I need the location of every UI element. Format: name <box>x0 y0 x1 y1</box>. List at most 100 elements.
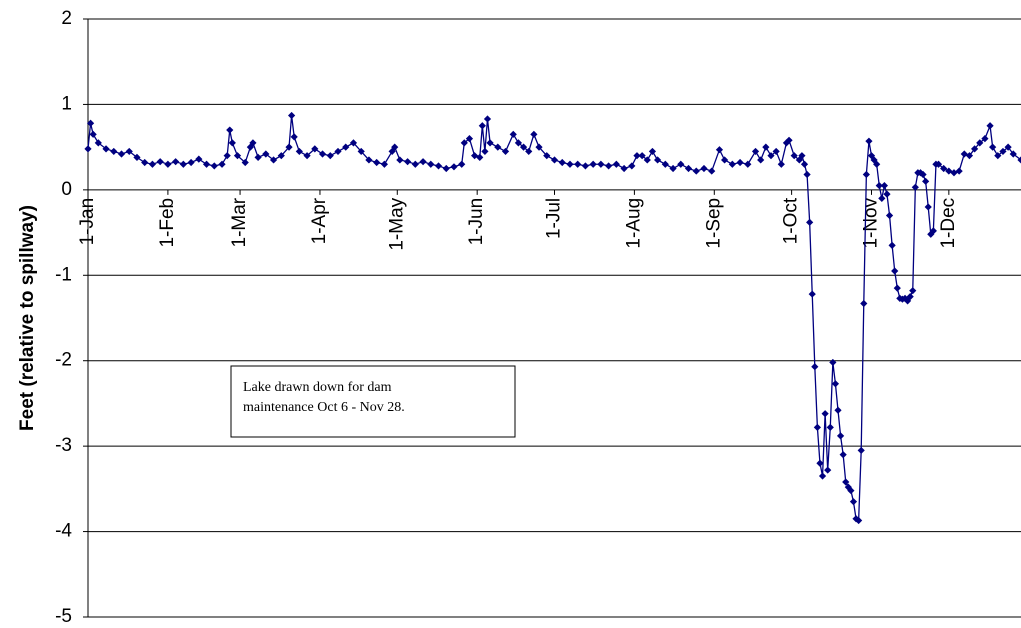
data-point <box>311 145 319 153</box>
data-point <box>839 451 847 459</box>
data-point <box>550 156 559 164</box>
data-point <box>223 152 231 160</box>
data-point <box>728 160 736 168</box>
data-point <box>187 158 195 167</box>
data-point <box>855 516 863 525</box>
data-point <box>677 160 685 168</box>
y-tick-label: -2 <box>55 350 72 371</box>
data-point <box>821 410 829 418</box>
x-tick-label: 1-Oct <box>781 197 802 244</box>
data-point <box>847 486 855 495</box>
data-point <box>744 160 752 168</box>
data-point <box>179 160 187 168</box>
data-point <box>365 156 373 164</box>
data-point <box>396 156 404 164</box>
x-tick-label: 1-May <box>386 197 407 250</box>
data-point <box>633 152 641 160</box>
x-tick-label: 1-Jan <box>77 198 98 246</box>
data-point <box>929 227 937 235</box>
data-point <box>834 406 842 414</box>
data-point <box>826 423 834 431</box>
y-tick-label: -3 <box>55 435 72 456</box>
data-point <box>891 267 899 275</box>
data-point <box>811 363 819 371</box>
data-point <box>684 164 693 173</box>
data-point <box>133 153 141 161</box>
data-point <box>924 203 932 211</box>
data-point <box>269 156 278 164</box>
x-tick-label: 1-Aug <box>623 198 644 249</box>
y-tick-label: 0 <box>61 179 72 200</box>
data-point <box>1017 156 1021 164</box>
data-point <box>233 152 242 160</box>
annotation-box <box>230 365 516 438</box>
data-point <box>922 177 930 185</box>
x-tick-label: 1-Nov <box>861 197 882 248</box>
data-point <box>285 143 293 151</box>
data-point <box>566 160 574 168</box>
data-point <box>849 498 858 506</box>
data-point <box>434 162 443 170</box>
data-point <box>195 155 203 163</box>
data-point <box>965 152 974 160</box>
data-point <box>535 143 543 151</box>
data-point <box>736 158 744 167</box>
data-point <box>824 466 832 474</box>
data-point <box>785 136 793 144</box>
data-point <box>648 147 657 156</box>
data-point <box>836 432 845 440</box>
data-point <box>620 164 628 173</box>
data-point <box>605 162 613 170</box>
y-tick-label: 2 <box>61 8 72 29</box>
y-tick-label: -1 <box>55 264 72 285</box>
data-point <box>808 290 816 298</box>
data-point <box>442 164 450 173</box>
data-point <box>172 158 180 166</box>
data-point <box>318 150 327 158</box>
data-point <box>798 152 806 160</box>
data-point <box>806 218 814 226</box>
data-point <box>84 145 92 153</box>
data-point <box>888 241 896 249</box>
x-tick-label: 1-Sep <box>703 198 724 249</box>
data-point <box>543 152 551 160</box>
y-axis-label: Feet (relative to spillway) <box>17 205 38 431</box>
x-tick-label: 1-Dec <box>938 198 959 249</box>
data-point <box>880 181 889 190</box>
data-point <box>800 160 809 168</box>
data-point <box>156 158 164 166</box>
data-point <box>277 152 285 160</box>
data-point <box>141 158 149 167</box>
data-point <box>262 150 270 158</box>
data-point <box>589 160 597 168</box>
data-point <box>883 190 891 198</box>
data-point <box>669 164 677 173</box>
data-point <box>226 126 234 134</box>
data-point <box>989 143 997 151</box>
data-point <box>976 139 984 147</box>
data-point <box>661 160 669 168</box>
data-point <box>865 137 873 145</box>
data-point <box>342 143 350 151</box>
data-point <box>501 147 510 156</box>
data-point <box>125 147 133 156</box>
data-point <box>326 152 334 160</box>
data-point <box>210 162 218 170</box>
data-point <box>971 145 979 153</box>
data-point <box>89 130 97 138</box>
data-point <box>875 181 883 190</box>
data-point <box>708 167 716 175</box>
data-point <box>751 147 760 156</box>
data-point <box>999 147 1007 156</box>
x-tick-label: 1-Jun <box>466 198 487 246</box>
data-point <box>628 162 636 170</box>
data-point <box>483 115 492 123</box>
data-point <box>1009 150 1017 158</box>
data-point <box>295 147 303 156</box>
data-point <box>777 160 785 168</box>
data-point <box>465 135 474 143</box>
data-point <box>782 139 791 147</box>
data-point <box>803 170 811 179</box>
data-point <box>643 156 651 164</box>
